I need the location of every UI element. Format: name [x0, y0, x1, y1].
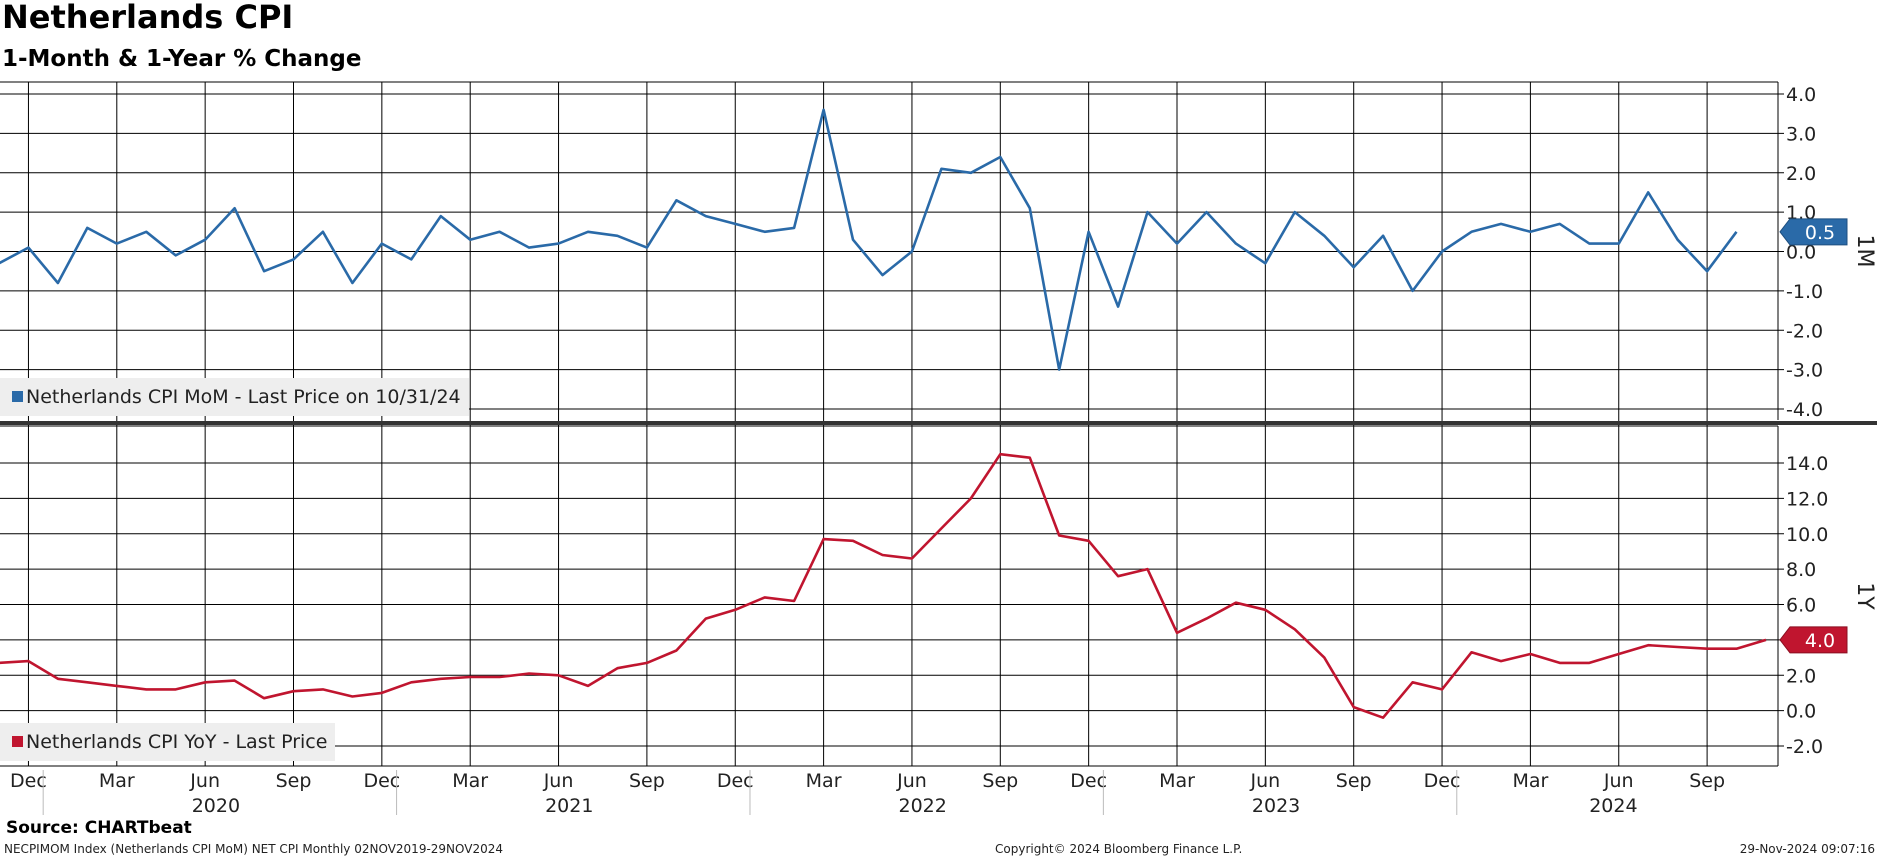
x-month-label: Sep — [1336, 770, 1372, 792]
x-month-label: Sep — [276, 770, 312, 792]
y-tick-label: -2.0 — [1786, 320, 1823, 342]
y-tick-label: -4.0 — [1786, 399, 1823, 421]
series-line-mom — [0, 108, 1738, 371]
x-year-label: 2024 — [1589, 795, 1637, 817]
y-tick-label: 3.0 — [1786, 123, 1816, 145]
y-tick-label: 2.0 — [1786, 665, 1816, 687]
copyright-note: Copyright© 2024 Bloomberg Finance L.P. — [995, 842, 1243, 856]
y-tick-label: 10.0 — [1786, 524, 1828, 546]
legend-mom: Netherlands CPI MoM - Last Price on 10/3… — [0, 378, 469, 416]
y-tick-label: 6.0 — [1786, 595, 1816, 617]
x-month-label: Sep — [1689, 770, 1725, 792]
axis-layer: Dec Mar Jun Sep Dec Mar Jun Sep Dec Mar Jun Sep Dec M… — [0, 82, 1877, 817]
legend-mom-swatch — [12, 391, 23, 402]
y-tick-label: -1.0 — [1786, 281, 1823, 303]
x-month-label: Mar — [1159, 770, 1195, 792]
x-month-label: Dec — [717, 770, 754, 792]
chart-subtitle: 1-Month & 1-Year % Change — [2, 46, 362, 72]
timestamp: 29-Nov-2024 09:07:16 — [1739, 842, 1875, 856]
chart-title: Netherlands CPI — [2, 0, 294, 36]
x-month-label: Dec — [10, 770, 47, 792]
last-value-label: 4.0 — [1805, 630, 1835, 652]
last-value-tag — [1779, 626, 1848, 654]
x-month-label: Mar — [1512, 770, 1548, 792]
y-tick-label: 0.0 — [1786, 701, 1816, 723]
legend-mom-label: Netherlands CPI MoM - Last Price on 10/3… — [26, 386, 461, 408]
panel-axis-label: 1M — [1852, 235, 1877, 268]
panel-divider — [0, 421, 1877, 425]
last-value-label: 0.5 — [1805, 222, 1835, 244]
x-month-label: Dec — [1424, 770, 1461, 792]
x-year-label: 2022 — [898, 795, 946, 817]
x-month-label: Jun — [896, 770, 927, 792]
x-year-label: 2021 — [545, 795, 593, 817]
legend-yoy: Netherlands CPI YoY - Last Price — [0, 723, 336, 761]
y-tick-label: -2.0 — [1786, 736, 1823, 758]
x-month-label: Sep — [982, 770, 1018, 792]
x-month-label: Mar — [99, 770, 135, 792]
x-month-label: Mar — [452, 770, 488, 792]
source-note: Source: CHARTbeat — [6, 818, 192, 838]
x-month-label: Mar — [806, 770, 842, 792]
y-tick-label: 12.0 — [1786, 488, 1828, 510]
y-tick-label: 14.0 — [1786, 453, 1828, 475]
y-tick-label: 0.0 — [1786, 242, 1816, 264]
series-layer — [0, 108, 1767, 720]
legend-yoy-swatch — [12, 736, 23, 747]
x-year-label: 2020 — [192, 795, 240, 817]
y-tick-label: -3.0 — [1786, 360, 1823, 382]
y-tick-label: 2.0 — [1786, 163, 1816, 185]
x-month-label: Dec — [363, 770, 400, 792]
last-value-tag — [1779, 218, 1848, 246]
ticker-info: NECPIMOM Index (Netherlands CPI MoM) NET… — [4, 842, 504, 856]
series-line-yoy — [0, 452, 1767, 720]
x-month-label: Jun — [543, 770, 574, 792]
x-year-label: 2023 — [1252, 795, 1300, 817]
x-month-label: Dec — [1070, 770, 1107, 792]
legend-yoy-label: Netherlands CPI YoY - Last Price — [26, 731, 328, 753]
x-month-label: Jun — [1603, 770, 1634, 792]
x-month-label: Jun — [189, 770, 220, 792]
x-month-label: Sep — [629, 770, 665, 792]
y-tick-label: 8.0 — [1786, 559, 1816, 581]
x-month-label: Jun — [1250, 770, 1281, 792]
panel-axis-label: 1Y — [1852, 582, 1877, 610]
y-tick-label: 4.0 — [1786, 84, 1816, 106]
